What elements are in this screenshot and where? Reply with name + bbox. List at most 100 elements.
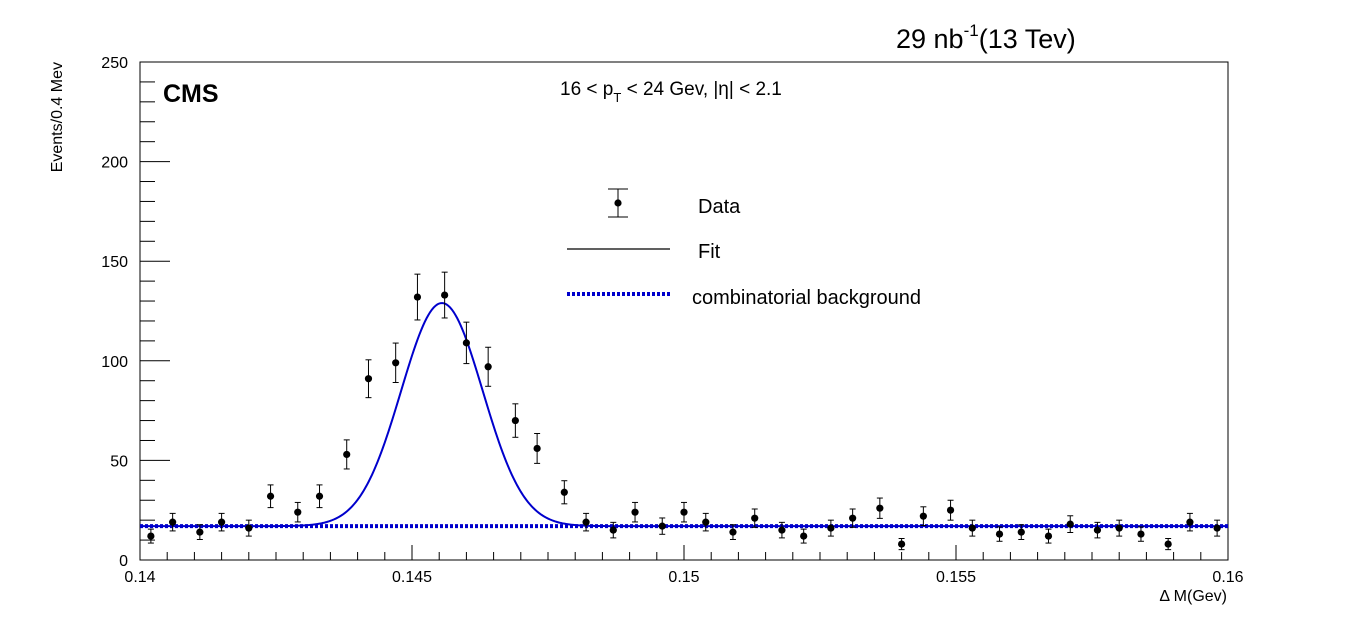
legend: Data Fit combinatorial background <box>567 188 921 309</box>
data-marker <box>778 526 786 534</box>
data-point <box>1164 537 1172 551</box>
y-tick-label: 150 <box>101 254 128 271</box>
data-point <box>995 526 1004 542</box>
data-point <box>169 512 177 532</box>
data-marker <box>968 524 976 532</box>
data-point <box>702 512 710 532</box>
data-marker <box>680 508 688 516</box>
y-tick-label: 50 <box>110 453 128 470</box>
data-marker <box>1115 524 1123 532</box>
data-point <box>968 519 976 537</box>
data-marker <box>1066 520 1074 528</box>
data-point <box>1093 521 1102 539</box>
data-point <box>898 537 906 551</box>
data-marker <box>196 528 204 536</box>
data-point <box>849 508 857 528</box>
data-marker <box>1017 528 1025 536</box>
data-point <box>631 501 639 523</box>
data-marker <box>1093 526 1102 534</box>
data-point <box>919 506 927 527</box>
data-marker <box>511 416 519 425</box>
data-marker <box>1137 530 1145 538</box>
cms-label: CMS <box>163 80 219 108</box>
data-point <box>1066 515 1074 534</box>
data-point <box>946 499 955 521</box>
data-marker <box>919 512 927 520</box>
data-point <box>1017 524 1025 540</box>
data-marker <box>462 339 470 347</box>
data-point <box>1044 528 1053 544</box>
x-tick-label: 0.155 <box>936 569 976 586</box>
legend-label-fit: Fit <box>698 241 721 263</box>
data-marker <box>946 506 955 514</box>
data-marker <box>294 508 302 516</box>
data-marker <box>560 488 568 496</box>
data-marker <box>413 293 422 301</box>
fit-curve <box>140 302 1228 528</box>
data-point <box>800 528 808 544</box>
legend-data-marker <box>608 188 628 218</box>
data-marker <box>266 492 275 500</box>
data-point <box>462 321 470 365</box>
data-point <box>484 346 492 387</box>
data-marker <box>315 492 324 500</box>
data-point <box>147 528 155 544</box>
data-point <box>751 508 759 528</box>
y-axis-title: Events/0.4 Mev <box>49 62 66 172</box>
data-marker <box>876 504 884 512</box>
kinematic-cut-label: 16 < pT < 24 Gev, |η| < 2.1 <box>560 79 782 105</box>
data-marker <box>729 528 737 536</box>
data-point <box>441 271 449 319</box>
data-marker <box>441 291 449 299</box>
data-point <box>1137 526 1145 542</box>
data-point <box>294 501 302 523</box>
x-axis-title: Δ M(Gev) <box>1159 588 1227 605</box>
data-marker <box>1044 532 1053 540</box>
data-point <box>343 439 351 470</box>
x-tick-label: 0.145 <box>392 569 432 586</box>
data-marker <box>1186 518 1194 526</box>
data-marker <box>343 450 351 459</box>
data-point <box>876 497 884 519</box>
legend-label-data: Data <box>698 196 741 218</box>
data-point <box>245 519 253 537</box>
data-point <box>533 433 541 464</box>
data-marker <box>1213 524 1221 532</box>
data-marker <box>609 526 617 534</box>
x-tick-label: 0.15 <box>668 569 699 586</box>
data-marker <box>169 518 177 526</box>
data-marker <box>1164 540 1172 548</box>
data-marker <box>849 514 857 522</box>
data-point <box>392 342 400 384</box>
data-point <box>315 484 324 509</box>
data-point <box>609 521 617 539</box>
data-point <box>413 273 422 321</box>
data-point <box>1115 519 1123 537</box>
data-marker <box>147 532 155 540</box>
data-point <box>196 524 204 540</box>
data-marker <box>631 508 639 516</box>
y-tick-label: 250 <box>101 55 128 72</box>
data-point <box>266 484 275 509</box>
data-point <box>364 359 373 399</box>
plot-frame <box>139 61 1229 561</box>
x-tick-label: 0.14 <box>124 569 155 586</box>
data-marker <box>827 524 835 532</box>
data-marker <box>245 524 253 532</box>
lumi-label: 29 nb-1(13 Tev) <box>896 21 1076 54</box>
data-marker <box>218 518 226 526</box>
data-point <box>582 512 590 532</box>
data-point <box>560 480 568 505</box>
data-marker <box>995 530 1004 538</box>
data-point <box>729 524 737 540</box>
data-point <box>511 403 519 438</box>
y-tick-label: 200 <box>101 155 128 172</box>
data-point <box>218 512 226 532</box>
data-marker <box>364 375 373 383</box>
data-point <box>680 501 688 523</box>
fit-layer <box>140 302 1228 528</box>
data-marker <box>484 363 492 371</box>
data-marker <box>800 532 808 540</box>
data-marker <box>658 522 666 530</box>
